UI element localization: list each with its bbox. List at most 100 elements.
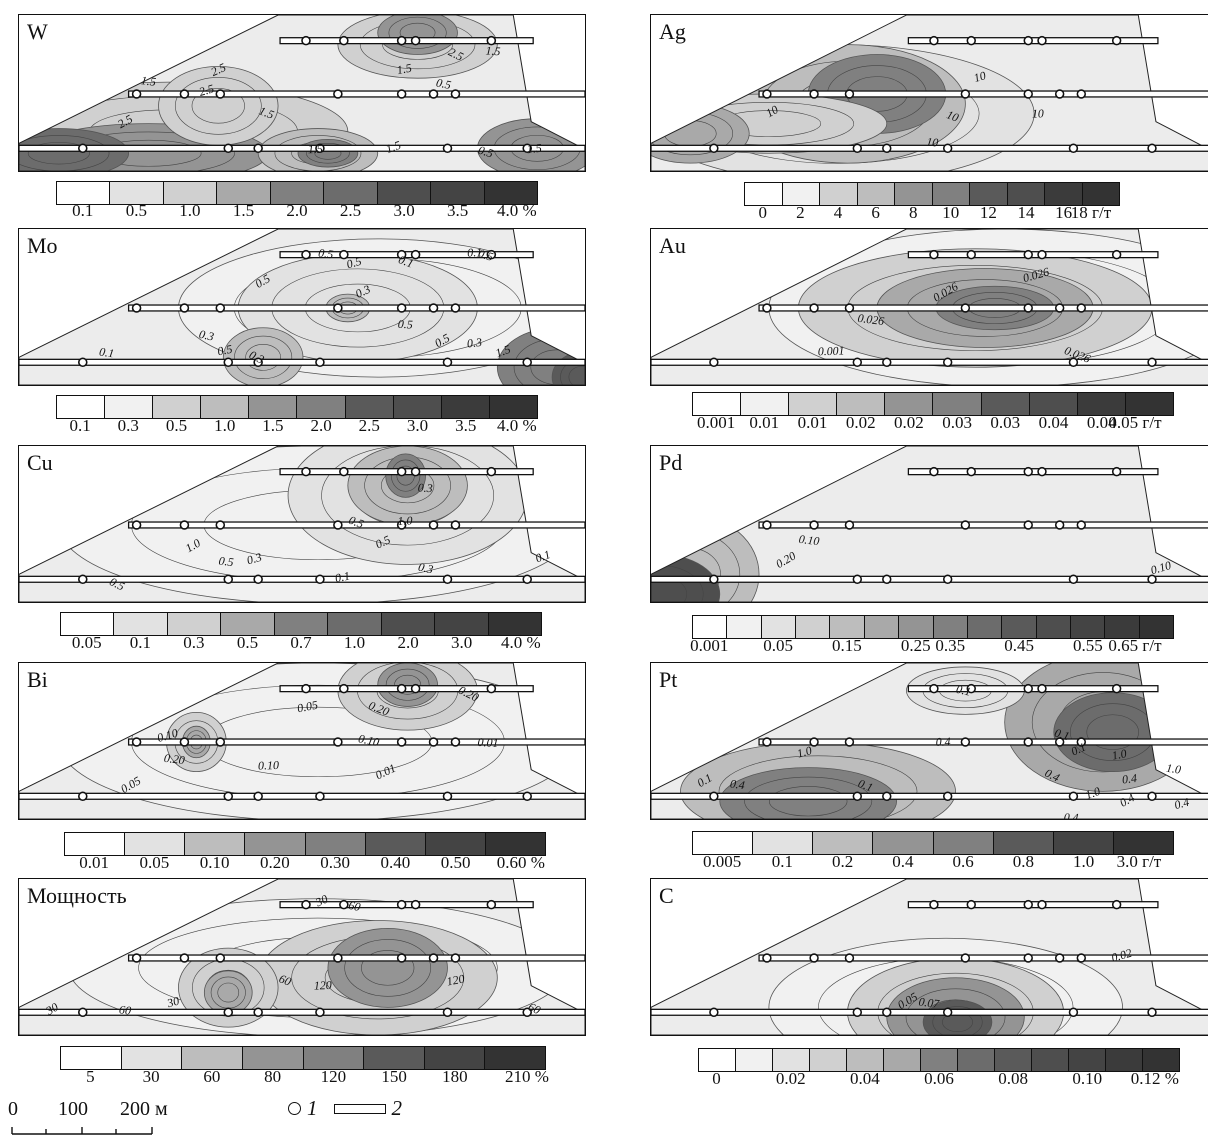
panel-bi-legend-swatch <box>125 833 186 855</box>
panel-bi-legend-swatch <box>245 833 306 855</box>
panel-ag-legend-swatch <box>970 183 1008 205</box>
panel-ag-borehole <box>882 143 892 154</box>
panel-au-legend-label: 0.03 <box>990 413 1021 432</box>
panel-m-isoline <box>344 939 432 997</box>
panel-ag-borehole <box>942 143 953 154</box>
panel-mo-borehole <box>522 357 532 368</box>
panel-pt-borehole <box>1037 683 1047 694</box>
panel-mo-legend-label: 4.0 % <box>497 416 537 435</box>
panel-m-borehole <box>396 953 407 963</box>
panel-m-isoline <box>217 982 240 1003</box>
panel-mo-borehole <box>253 357 263 368</box>
panel-ag-legend-label: 14 <box>1017 203 1035 222</box>
panel-w-legend-swatch <box>431 182 485 204</box>
panel-c-borehole <box>1023 899 1033 910</box>
panel-au-legend-label: 0.02 <box>894 413 924 432</box>
panel-au-legend-label: 0.001 <box>696 413 736 432</box>
panel-m-borehole <box>315 1007 325 1018</box>
panel-bi-borehole <box>315 791 325 802</box>
panel-ag-legend-swatch <box>1007 183 1045 205</box>
panel-cu-isoline-label: 0.5 <box>373 532 393 551</box>
panel-ag-legend-label: 16 <box>1055 203 1073 222</box>
panel-cu-legend-label: 0.3 <box>183 633 205 652</box>
panel-pt-title: Pt <box>659 667 678 692</box>
panel-mo-borehole <box>301 249 311 260</box>
panel-bi-isoline-label: 0.20 <box>367 698 392 718</box>
panel-mo-legend-label: 0.5 <box>165 416 188 435</box>
panel-au-borehole <box>882 357 892 368</box>
panel-m-legend-swatch <box>303 1047 365 1069</box>
panel-cu-contour-map: 1.0 0.5 0.3 0.5 1.0 0.5 0.3 0.1 0.5 0.3 0.1 <box>19 446 585 602</box>
panel-mo-legend-swatch <box>201 396 250 418</box>
panel-ag-legend-swatch <box>782 183 820 205</box>
panel-pd-borehole <box>1023 466 1033 477</box>
panel-cu-borehole <box>339 466 349 477</box>
panel-w-legend-swatch <box>270 182 325 204</box>
panel-w-profile-line-2 <box>127 90 585 98</box>
panel-ag-legend-swatch <box>857 183 895 205</box>
panel-ag-legend-label: 2 <box>796 203 805 222</box>
panel-m-legend-bar <box>60 1046 546 1070</box>
panel-bi-isoline-label: 0.10 <box>258 758 279 773</box>
panel-au-legend-label: 0.03 <box>942 413 972 432</box>
panel-mo-isoline-label: 0.5 <box>253 271 273 290</box>
panel-w-legend-label: 0.5 <box>125 201 147 220</box>
panel-mo-borehole <box>333 303 343 313</box>
panel-cu-borehole <box>179 520 190 530</box>
panel-mo-borehole <box>215 303 226 313</box>
panel-pd-borehole <box>852 574 863 585</box>
panel-mo-legend-bar <box>56 395 538 419</box>
panel-ag-legend-swatch <box>895 183 933 205</box>
panel-mo-isoline-label: 1.5 <box>494 342 513 360</box>
panel-bi-isoline-label: 0.05 <box>296 698 319 716</box>
panel-mo-borehole <box>442 357 453 368</box>
panel-cu-borehole <box>442 574 453 585</box>
panel-m-isoline-label: 30 <box>312 892 330 910</box>
panel-mo-title: Mo <box>27 233 58 258</box>
panel-c-borehole <box>852 1007 863 1018</box>
panel-ag-isoline-label: 10 <box>945 107 961 124</box>
panel-w-profile-line-1 <box>279 37 534 45</box>
panel-pd-legend-label: 0.05 <box>763 636 793 655</box>
panel-c-borehole <box>960 953 971 963</box>
panel-cu-isoline-label: 1.0 <box>183 536 203 555</box>
panel-au-legend-label: 0.01 <box>797 413 828 432</box>
panel-cu-legend-swatch <box>167 613 222 635</box>
panel-ag-legend-swatch <box>1045 183 1083 205</box>
panel-pd-legend-swatch <box>796 616 831 638</box>
panel-m-title: Мощность <box>27 883 127 908</box>
panel-mo-isoline-label: 0.5 <box>318 246 335 262</box>
panel-pd-borehole <box>942 574 953 585</box>
panel-pt-legend-swatch <box>1053 832 1114 854</box>
panel-ag-borehole <box>709 143 719 154</box>
panel-cu-legend-bar <box>60 612 542 636</box>
panel-bi-isoline <box>394 674 422 695</box>
panel-bi-legend-label: 0.60 % <box>496 853 545 872</box>
panel-pt-isoline <box>744 776 873 819</box>
panel-m-isoline-label: 120 <box>314 978 332 993</box>
panel-bi-borehole <box>396 683 407 694</box>
scale-label-0: 0 <box>8 1098 18 1120</box>
panel-pt-legend-swatch <box>933 832 994 854</box>
panel-mo-legend-swatch <box>489 396 537 418</box>
panel-c-legend-label: 0.12 % <box>1130 1069 1179 1088</box>
panel-pd-legend-swatch <box>1002 616 1037 638</box>
panel-bi-isoline-label: 0.20 <box>163 751 186 767</box>
panel-cu-legend-label: 0.5 <box>236 633 259 652</box>
panel-bi-profile-line-3 <box>19 792 585 800</box>
panel-pd-legend-swatch <box>899 616 934 638</box>
panel-m-isoline-label: 30 <box>42 1000 60 1019</box>
panel-w-borehole <box>131 89 142 99</box>
panel-c-borehole <box>882 1007 892 1018</box>
panel-au-borehole <box>709 357 719 368</box>
panel-bi-isoline-label: 0.10 <box>155 726 179 745</box>
symbol-label-2: 2 <box>391 1096 403 1120</box>
panel-pd-borehole <box>709 574 719 585</box>
panel-pt-borehole <box>762 737 772 747</box>
panel-pt-borehole <box>1023 737 1033 747</box>
panel-mo-isoline-label: 0.3 <box>247 348 267 367</box>
panel-pt-isoline <box>768 786 848 817</box>
panel-cu-borehole <box>522 574 532 585</box>
panel-w-legend-label: 2.0 <box>286 201 308 220</box>
panel-pd-borehole <box>1068 574 1079 585</box>
